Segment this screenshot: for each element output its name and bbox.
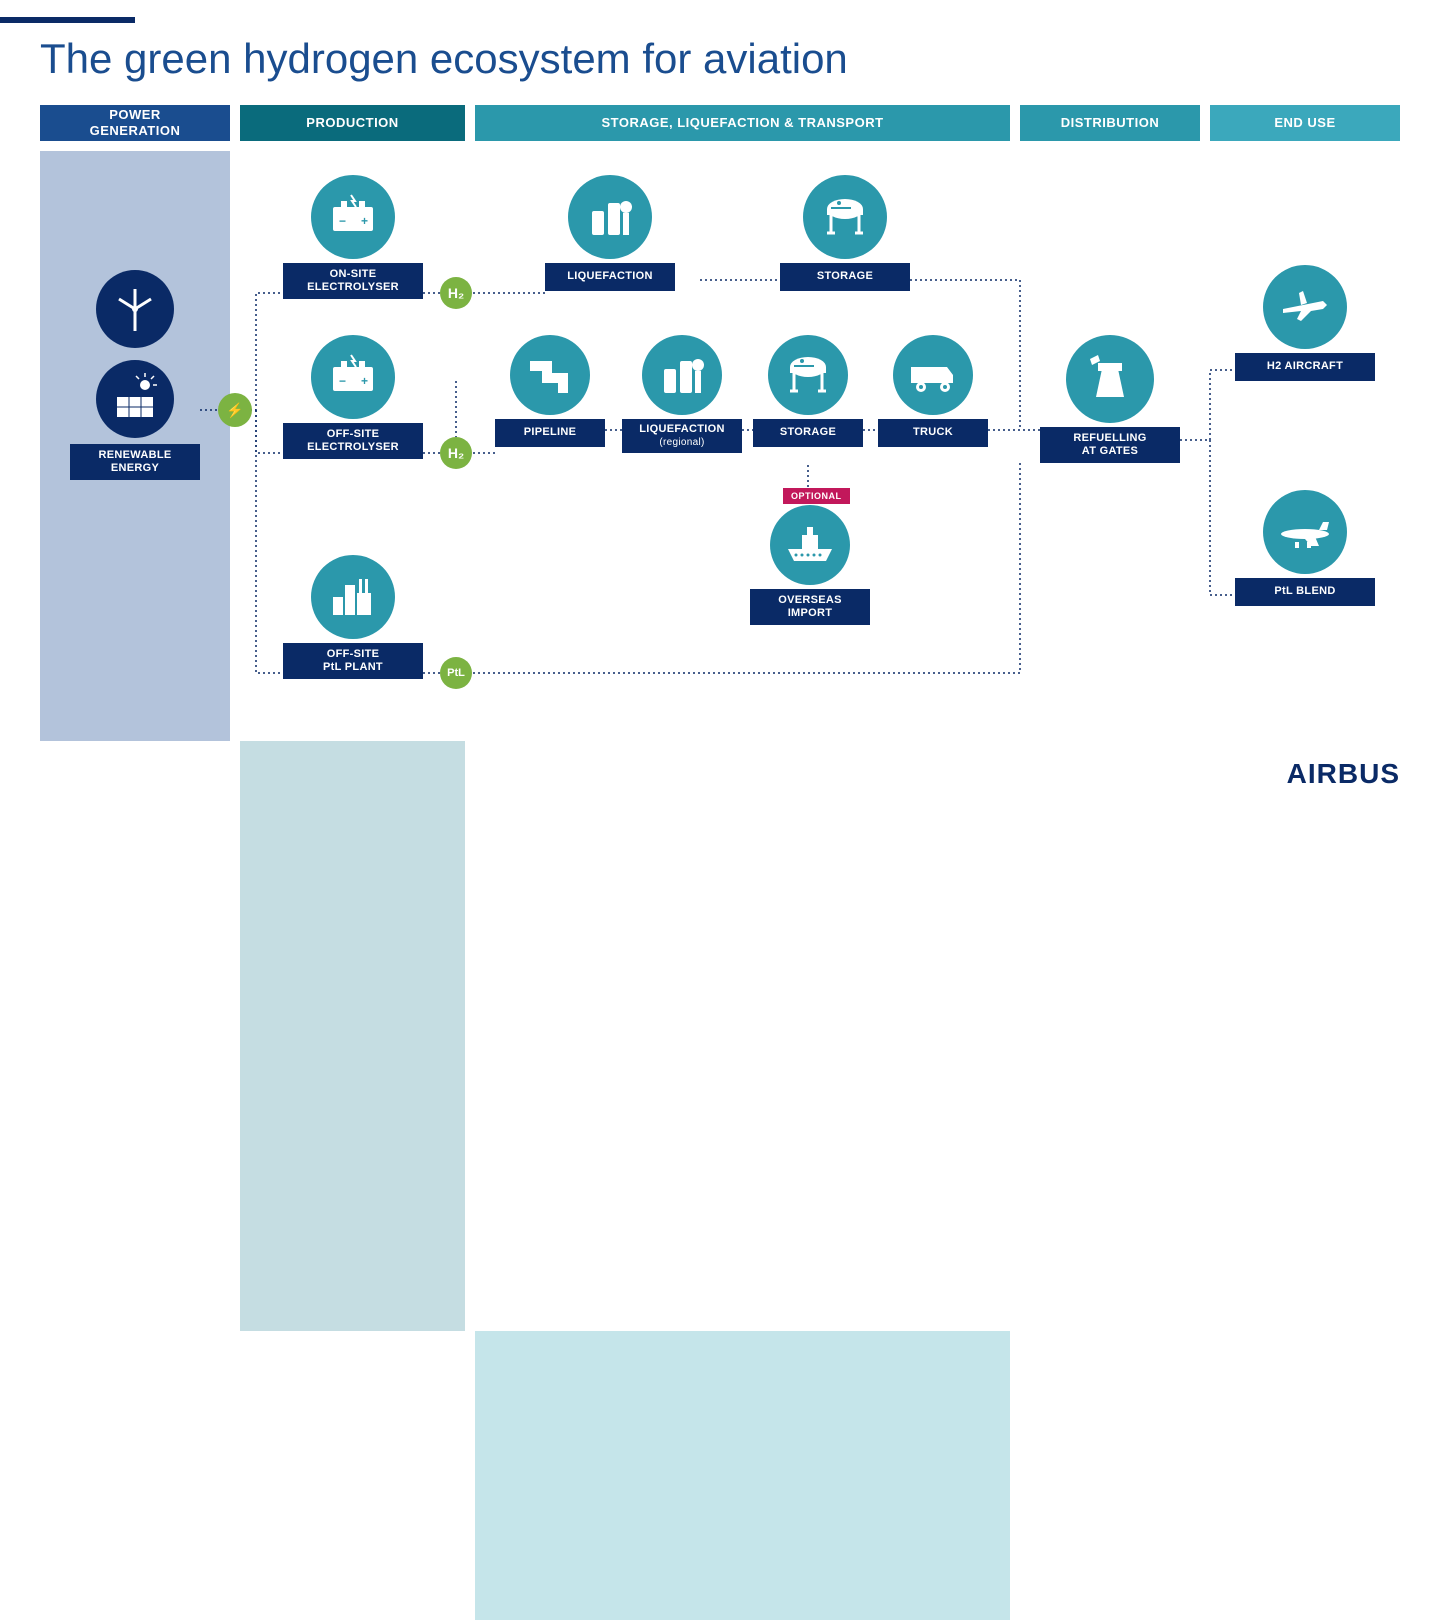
node-label-liquefaction1: LIQUEFACTION [545,263,675,291]
node-label-offsite: OFF-SITEELECTROLYSER [283,423,423,459]
column-header-power: POWERGENERATION [40,105,230,141]
wind-icon [96,270,174,348]
brand-logo: AIRBUS [1287,758,1400,790]
node-ptlplant: OFF-SITEPtL PLANT [283,555,423,679]
node-label-storage1: STORAGE [780,263,910,291]
pipe-icon [510,335,590,415]
node-label-refuelling: REFUELLINGAT GATES [1040,427,1180,463]
node-overseas: OVERSEASIMPORT [750,505,870,625]
node-liquefaction1: LIQUEFACTION [545,175,675,291]
node-refuelling: REFUELLINGAT GATES [1040,335,1180,463]
top-accent-bar [0,17,135,23]
column-body-production [240,741,465,1331]
column-header-storage: STORAGE, LIQUEFACTION & TRANSPORT [475,105,1010,141]
tank-icon [803,175,887,259]
plant-icon [311,555,395,639]
node-storage1: STORAGE [780,175,910,291]
node-label-ptlblend: PtL BLEND [1235,578,1375,606]
node-label-h2aircraft: H2 AIRCRAFT [1235,353,1375,381]
truck-icon [893,335,973,415]
node-storage2: STORAGE [753,335,863,447]
node-label-renewable: RENEWABLEENERGY [70,444,200,480]
battery-icon: −+ [311,335,395,419]
badge-ptl: PtL [440,657,472,689]
svg-text:−: − [339,374,346,388]
ship-icon [770,505,850,585]
column-body-storage [475,1331,1010,1620]
node-label-pipeline: PIPELINE [495,419,605,447]
plane2-icon [1263,490,1347,574]
node-label-liquefaction2: LIQUEFACTION(regional) [622,419,742,453]
node-onsite: −+ON-SITEELECTROLYSER [283,175,423,299]
column-header-enduse: END USE [1210,105,1400,141]
node-pipeline: PIPELINE [495,335,605,447]
node-liquefaction2: LIQUEFACTION(regional) [622,335,742,453]
badge-h2a: H₂ [440,277,472,309]
page-title: The green hydrogen ecosystem for aviatio… [40,35,848,83]
node-ptlblend: PtL BLEND [1235,490,1375,606]
badge-h2b: H₂ [440,437,472,469]
node-label-truck: TRUCK [878,419,988,447]
tower-icon [1066,335,1154,423]
node-offsite: −+OFF-SITEELECTROLYSER [283,335,423,459]
node-renewable: RENEWABLEENERGY [70,270,200,480]
node-label-onsite: ON-SITEELECTROLYSER [283,263,423,299]
node-label-ptlplant: OFF-SITEPtL PLANT [283,643,423,679]
node-truck: TRUCK [878,335,988,447]
svg-text:+: + [361,374,368,388]
battery-icon: −+ [311,175,395,259]
column-header-production: PRODUCTION [240,105,465,141]
node-label-storage2: STORAGE [753,419,863,447]
node-label-overseas: OVERSEASIMPORT [750,589,870,625]
liquefaction-icon [642,335,722,415]
column-header-distribution: DISTRIBUTION [1020,105,1200,141]
solar-icon [96,360,174,438]
plane1-icon [1263,265,1347,349]
liquefaction-icon [568,175,652,259]
optional-badge: OPTIONAL [783,488,850,504]
badge-power: ⚡ [218,393,252,427]
tank-icon [768,335,848,415]
svg-text:+: + [361,214,368,228]
node-h2aircraft: H2 AIRCRAFT [1235,265,1375,381]
svg-text:−: − [339,214,346,228]
